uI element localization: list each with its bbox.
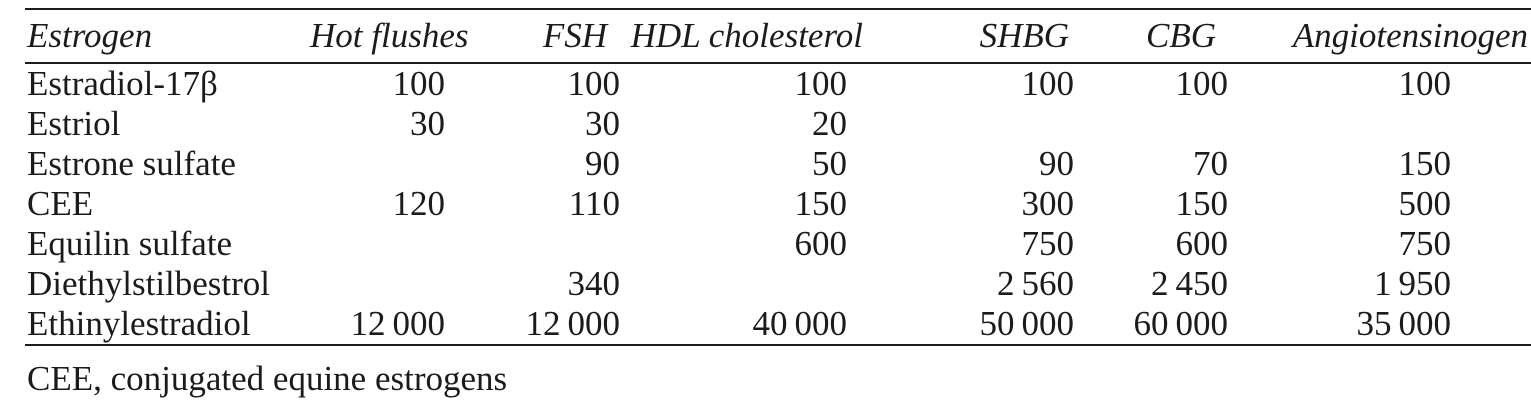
table-row: Equilin sulfate 600 750 600 750 <box>25 224 1531 264</box>
cell <box>1080 104 1235 144</box>
col-header-estrogen: Estrogen <box>25 9 310 64</box>
header-row: Estrogen Hot flushes FSH HDL cholesterol… <box>25 9 1531 64</box>
cell: 2 560 <box>996 264 1074 303</box>
cell: 150 <box>1175 184 1229 223</box>
cell: 100 <box>1021 64 1075 103</box>
paper-table-figure: Estrogen Hot flushes FSH HDL cholesterol… <box>0 8 1531 410</box>
table-row: Diethylstilbestrol 340 2 560 2 450 1 950 <box>25 264 1531 304</box>
table-row: Estrone sulfate 90 50 90 70 150 <box>25 144 1531 184</box>
estrogen-potency-table: Estrogen Hot flushes FSH HDL cholesterol… <box>25 8 1531 346</box>
row-label: CEE <box>27 184 94 223</box>
cell: 12 000 <box>350 304 445 343</box>
cell: 100 <box>1175 64 1229 103</box>
row-label: Ethinylestradiol <box>27 304 251 343</box>
cell: 100 <box>567 64 621 103</box>
cell: 90 <box>1039 144 1074 183</box>
cell: 60 000 <box>1133 304 1228 343</box>
cell: 1 950 <box>1373 264 1451 303</box>
cell: 100 <box>392 64 446 103</box>
table-row: Estradiol-17β 100 100 100 100 100 100 <box>25 63 1531 104</box>
cell: 70 <box>1193 144 1228 183</box>
table-footnote: CEE, conjugated equine estrogens <box>27 359 508 398</box>
cell: 35 000 <box>1356 304 1451 343</box>
cell: 12 000 <box>525 304 620 343</box>
cell: 150 <box>1398 144 1452 183</box>
row-label: Estriol <box>27 104 121 143</box>
cell: 100 <box>1398 64 1452 103</box>
cell: 50 <box>812 144 847 183</box>
cell: 30 <box>410 104 445 143</box>
cell: 30 <box>585 104 620 143</box>
cell: 100 <box>794 64 848 103</box>
col-header-hot-flushes: Hot flushes <box>310 9 468 64</box>
cell: 120 <box>392 184 446 223</box>
cell: 150 <box>794 184 848 223</box>
col-header-cbg: CBG <box>1080 9 1235 64</box>
cell: 90 <box>585 144 620 183</box>
cell: 20 <box>812 104 847 143</box>
cell <box>465 224 625 264</box>
col-header-shbg: SHBG <box>870 9 1080 64</box>
col-header-hdl-cholesterol: HDL cholesterol <box>625 9 870 64</box>
col-header-angiotensinogen: Angiotensinogen <box>1235 9 1531 64</box>
cell <box>310 144 465 184</box>
row-label: Estradiol-17β <box>27 64 218 103</box>
cell <box>870 104 1080 144</box>
cell <box>310 224 465 264</box>
row-label: Estrone sulfate <box>27 144 236 183</box>
cell: 2 450 <box>1150 264 1228 303</box>
cell <box>1235 104 1531 144</box>
cell: 300 <box>1021 184 1075 223</box>
col-header-fsh: FSH <box>465 9 625 64</box>
table-row: Estriol 30 30 20 <box>25 104 1531 144</box>
cell: 750 <box>1021 224 1075 263</box>
table-row: CEE 120 110 150 300 150 500 <box>25 184 1531 224</box>
cell: 600 <box>794 224 848 263</box>
cell: 110 <box>568 184 620 223</box>
cell <box>310 264 465 304</box>
cell: 600 <box>1175 224 1229 263</box>
cell <box>625 264 870 304</box>
row-label: Equilin sulfate <box>27 224 233 263</box>
cell: 50 000 <box>979 304 1074 343</box>
row-label: Diethylstilbestrol <box>27 264 271 303</box>
cell: 500 <box>1398 184 1452 223</box>
cell: 750 <box>1398 224 1452 263</box>
cell: 340 <box>567 264 621 303</box>
table-row: Ethinylestradiol 12 000 12 000 40 000 50… <box>25 304 1531 345</box>
cell: 40 000 <box>752 304 847 343</box>
